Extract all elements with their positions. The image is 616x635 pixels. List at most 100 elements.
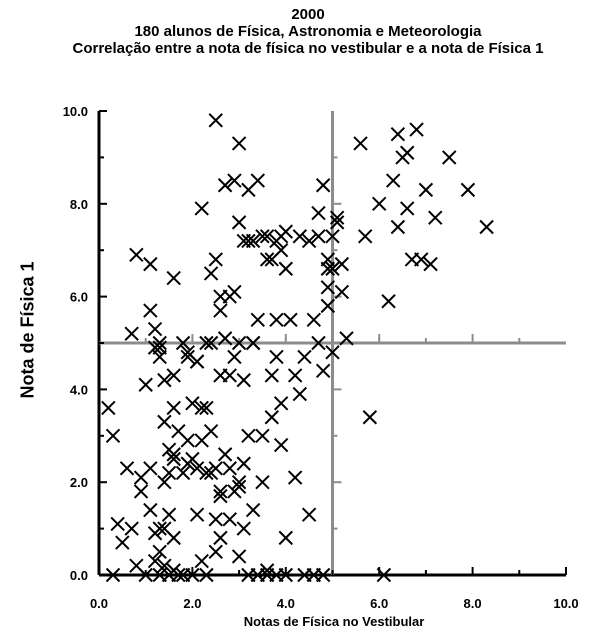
data-point: [409, 122, 424, 137]
data-point: [157, 474, 172, 490]
data-point: [311, 229, 326, 244]
data-point: [124, 326, 139, 341]
data-point: [245, 502, 261, 518]
data-point: [245, 335, 261, 351]
data-point: [386, 173, 401, 188]
data-point: [269, 349, 284, 365]
data-point: [231, 335, 247, 351]
y-tick-label: 10.0: [63, 104, 88, 119]
data-point: [428, 210, 443, 225]
data-point: [236, 456, 251, 471]
data-point: [138, 377, 153, 392]
data-point: [105, 428, 121, 444]
data-point: [143, 461, 158, 476]
data-point: [339, 331, 354, 346]
data-point: [199, 400, 214, 416]
data-point: [273, 242, 289, 258]
data-point: [269, 312, 284, 328]
data-point: [105, 567, 121, 583]
data-point: [315, 178, 331, 193]
data-point: [241, 428, 256, 444]
data-point: [325, 261, 340, 276]
data-point: [175, 465, 191, 481]
data-point: [208, 461, 223, 476]
data-point: [185, 567, 200, 583]
data-point: [320, 280, 336, 295]
chart-title-line-2: 180 alunos de Física, Astronomia e Meteo…: [134, 23, 482, 40]
x-tick-label: 8.0: [464, 596, 482, 611]
data-point: [329, 210, 345, 225]
data-point: [301, 233, 317, 249]
data-point: [166, 563, 181, 578]
data-point: [320, 298, 336, 314]
data-point: [353, 136, 368, 151]
data-point: [404, 252, 420, 267]
data-point: [208, 544, 223, 560]
data-point: [180, 433, 195, 448]
ticks: 0.0 2.0 4.0 6.0 8.0 10.0 0.0 2.0 4.0 6.0 8.0 10.0: [63, 104, 579, 611]
data-point: [217, 447, 233, 462]
data-point: [231, 215, 247, 230]
data-point: [381, 294, 396, 309]
data-point: [362, 410, 378, 425]
y-tick-label: 2.0: [70, 475, 88, 490]
data-point: [259, 567, 275, 583]
data-point: [133, 484, 149, 499]
data-point: [217, 331, 233, 346]
x-tick-label: 10.0: [553, 596, 578, 611]
data-point: [157, 414, 172, 430]
data-point: [297, 349, 312, 365]
data-point: [292, 229, 308, 244]
data-point: [287, 470, 303, 485]
data-point: [213, 303, 228, 318]
data-points: [101, 113, 494, 583]
data-point: [273, 396, 289, 411]
data-point: [250, 312, 265, 328]
chart-title: 2000 180 alunos de Física, Astronomia e …: [0, 6, 616, 57]
data-point: [199, 335, 214, 351]
data-point: [152, 544, 167, 560]
data-point: [147, 553, 163, 569]
y-tick-label: 4.0: [70, 382, 88, 397]
data-point: [245, 233, 261, 249]
data-point: [180, 349, 195, 365]
data-point: [143, 502, 158, 518]
data-point: [264, 410, 279, 425]
data-point: [166, 447, 181, 462]
data-point: [357, 229, 373, 244]
data-point: [371, 196, 387, 212]
data-point: [273, 437, 289, 453]
data-point: [442, 150, 457, 165]
data-point: [278, 567, 294, 583]
data-point: [194, 400, 209, 416]
data-point: [147, 321, 163, 337]
x-axis-label: Notas de Física no Vestibular: [243, 614, 425, 629]
data-point: [189, 461, 205, 476]
data-point: [255, 474, 270, 490]
data-point: [222, 461, 237, 476]
data-point: [161, 465, 177, 481]
data-point: [306, 312, 322, 328]
data-point: [129, 247, 144, 263]
data-point: [250, 173, 265, 188]
data-point: [199, 567, 214, 583]
data-point: [329, 215, 345, 230]
data-point: [208, 252, 223, 267]
data-point: [166, 451, 181, 467]
data-point: [166, 270, 181, 286]
data-point: [311, 205, 326, 221]
data-point: [278, 261, 294, 276]
data-point: [213, 484, 228, 499]
data-point: [152, 349, 167, 365]
data-point: [259, 229, 275, 244]
x-tick-label: 2.0: [183, 596, 201, 611]
data-point: [208, 512, 223, 527]
data-point: [231, 549, 247, 564]
data-point: [110, 516, 125, 532]
x-tick-label: 0.0: [90, 596, 108, 611]
data-point: [390, 219, 406, 235]
chart-title-line-3: Correlação entre a nota de física no ves…: [72, 40, 544, 57]
chart-title-line-1: 2000: [291, 6, 325, 23]
data-point: [325, 229, 340, 244]
data-point: [400, 145, 415, 160]
